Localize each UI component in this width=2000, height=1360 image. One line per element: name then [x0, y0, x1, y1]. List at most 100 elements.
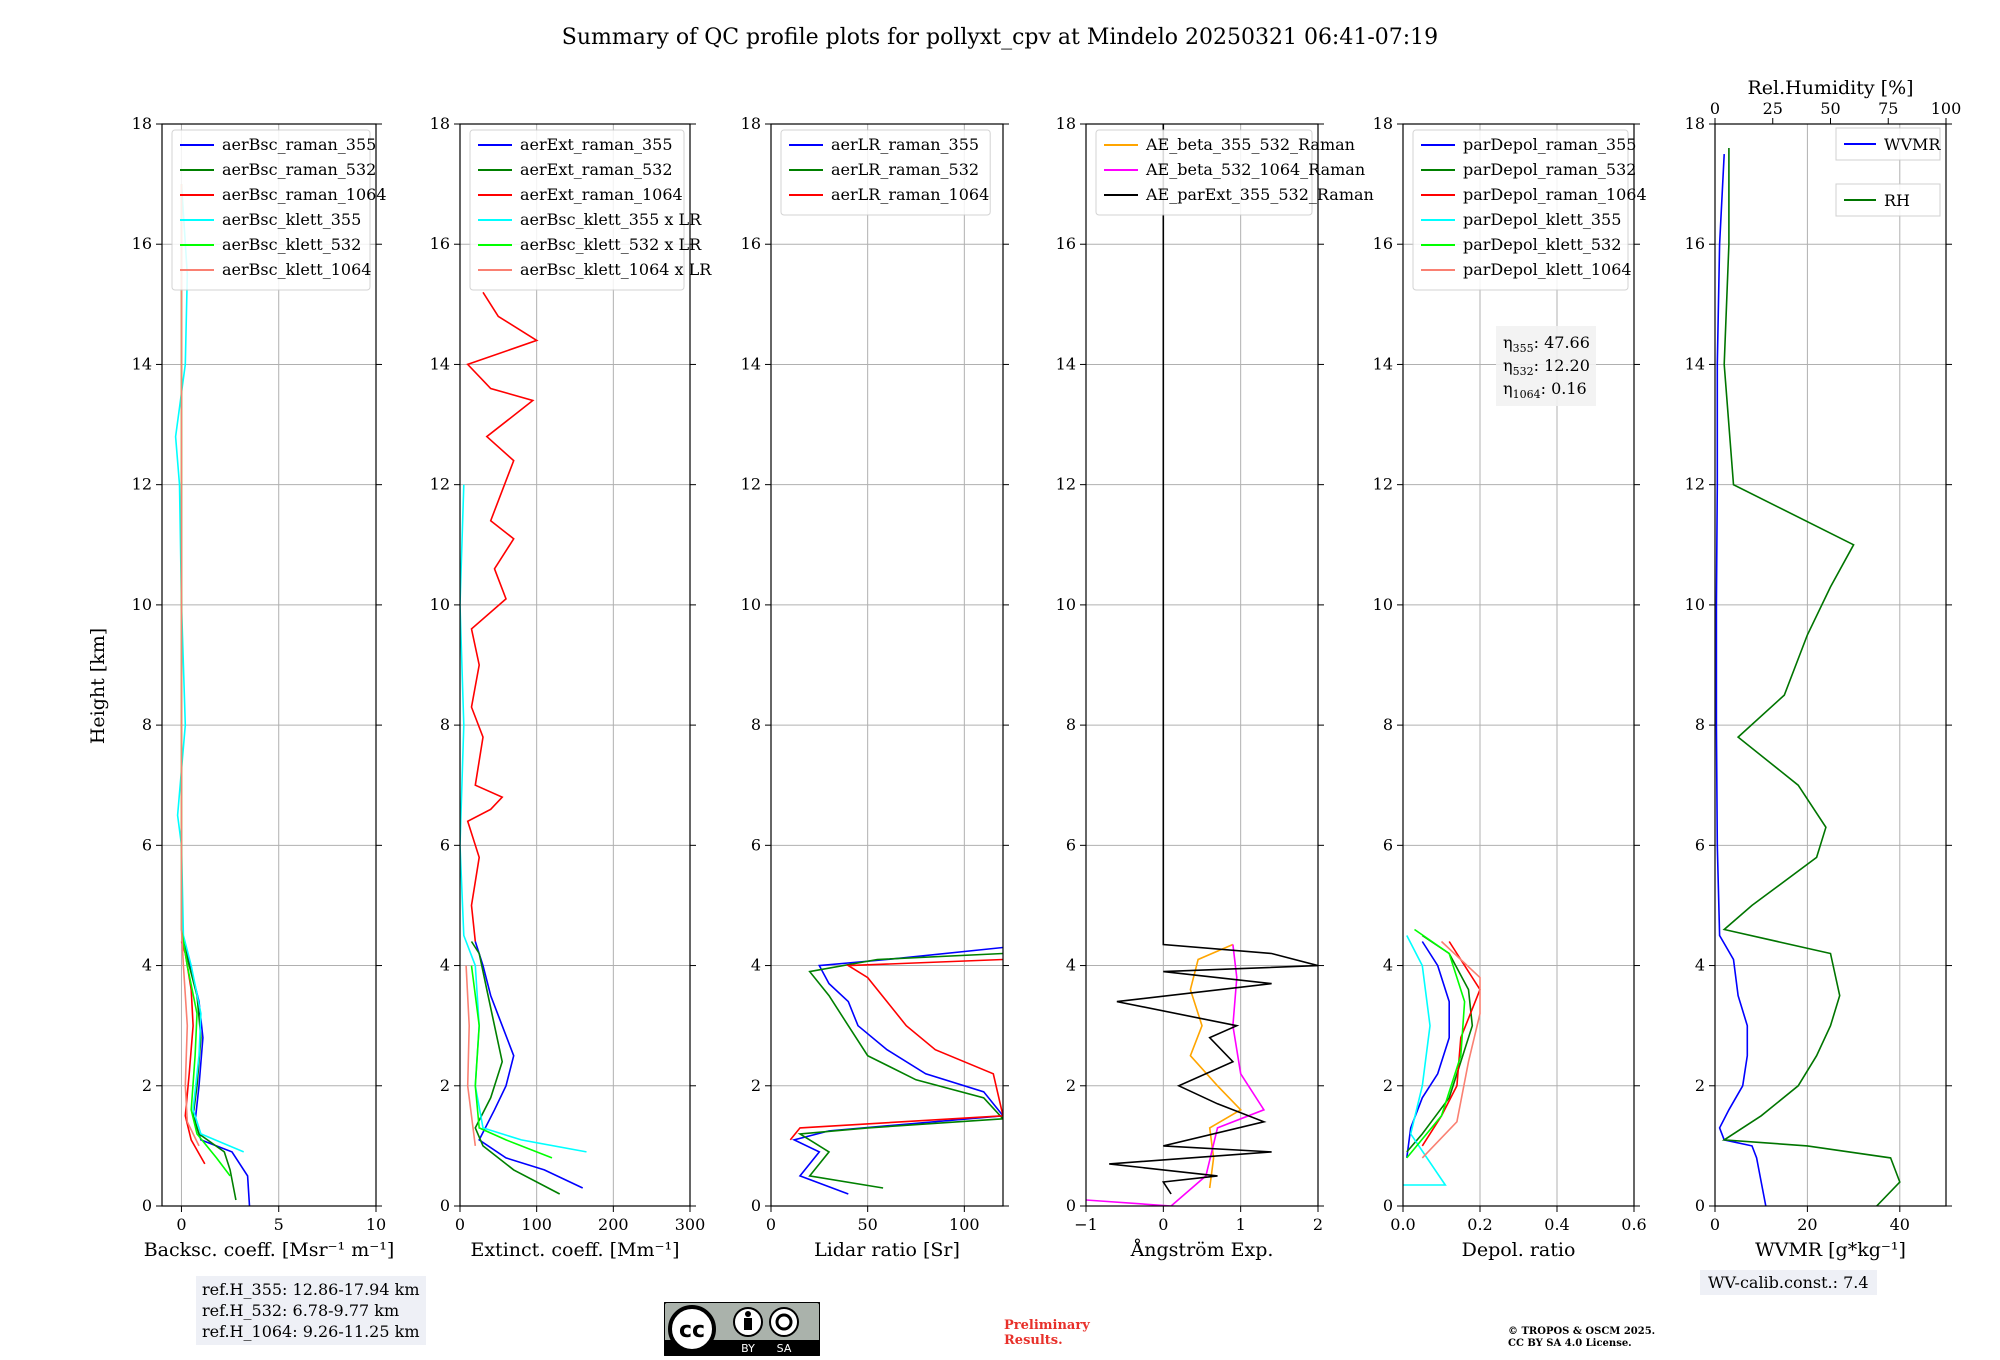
eta-532-value: 12.20 [1544, 356, 1590, 375]
panel-6: 0 20 40 0 2 4 6 8 10 12 14 16 18 WVMR [g*kg⁻¹] 0 25 50 75… [1685, 77, 1962, 1261]
eta-symbol-2: η [1503, 356, 1513, 375]
cc-license-badge: cc BY SA [663, 1301, 821, 1357]
panel-4-ytick-label-7: 14 [1056, 354, 1076, 373]
panel-2-ytick-label-6: 12 [430, 475, 450, 494]
panel-3-series [789, 946, 1003, 1195]
panel-6-top-tick-label-3: 75 [1878, 99, 1898, 118]
panel-4-xtick-label-3: 2 [1313, 1215, 1323, 1234]
panel-3-ytick-label-2: 4 [751, 956, 761, 975]
legend-label-pardepol-klett-355: parDepol_klett_355 [1463, 210, 1621, 229]
panel-5-ytick-label-7: 14 [1373, 354, 1393, 373]
panel-3-ytick-label-9: 18 [741, 114, 761, 133]
panel-4-xtick-label-0: −1 [1074, 1215, 1098, 1234]
panel-6-xtick-label-2: 40 [1890, 1215, 1910, 1234]
panel-6-ytick-label-3: 6 [1695, 835, 1705, 854]
panel-6-ytick-label-2: 4 [1695, 956, 1705, 975]
panel-1-xlabel: Backsc. coeff. [Msr⁻¹ m⁻¹] [144, 1239, 395, 1261]
legend-label-aerbsc-raman-1064: aerBsc_raman_1064 [222, 185, 387, 204]
panel-6-xtick-label-0: 0 [1710, 1215, 1720, 1234]
panel-5-ytick-label-8: 16 [1373, 234, 1393, 253]
panel-3-xtick-label-1: 50 [857, 1215, 877, 1234]
panel-4-series [1086, 124, 1318, 1206]
legend-label-wvmr: WVMR [1884, 135, 1941, 154]
legend-label-aerbsc-klett-1064-x-lr: aerBsc_klett_1064 x LR [520, 260, 712, 279]
panel-2-xtick-label-1: 100 [521, 1215, 552, 1234]
panel-4-ytick-label-0: 0 [1066, 1196, 1076, 1215]
panel-2-ytick-label-4: 8 [440, 715, 450, 734]
series-aerlr-raman-532 [797, 952, 1003, 1189]
panel-5-ytick-label-3: 6 [1383, 835, 1393, 854]
preliminary-note: Preliminary Results. [1004, 1318, 1090, 1348]
panel-4-ytick-label-9: 18 [1056, 114, 1076, 133]
panel-6-ytick-label-6: 12 [1685, 475, 1705, 494]
panel-3: 0 50 100 0 2 4 6 8 10 12 14 16 18 Lidar ratio [Sr] aer… [741, 114, 1009, 1261]
panel-5-ytick-label-4: 8 [1383, 715, 1393, 734]
panel-6-top-tick-label-0: 0 [1710, 99, 1720, 118]
legend-label-pardepol-raman-355: parDepol_raman_355 [1463, 135, 1636, 154]
panel-6-ytick-label-9: 18 [1685, 114, 1705, 133]
panel-1-ytick-label-3: 6 [142, 835, 152, 854]
panel-6-ytick-label-5: 10 [1685, 595, 1705, 614]
eta-532-sub: 532 [1513, 365, 1534, 378]
figure-title: Summary of QC profile plots for pollyxt_… [562, 25, 1438, 50]
panel-1-ytick-label-6: 12 [132, 475, 152, 494]
panel-5-series [1403, 928, 1481, 1186]
series-aerext-raman-532 [470, 941, 561, 1195]
panel-3-ytick-label-3: 6 [751, 835, 761, 854]
series-aerbsc-klett-532-x-lr [470, 965, 553, 1159]
by-label: BY [741, 1342, 755, 1355]
series-aerbsc-klett-1064-x-lr [465, 965, 477, 1147]
panel-3-legend: aerLR_raman_355 aerLR_raman_532 aerLR_rama… [780, 129, 991, 216]
panel-5: 0.0 0.2 0.4 0.6 0 2 4 6 8 10 12 14 16 18 Depol. ratio p… [1373, 114, 1647, 1261]
panel-5-xtick-label-1: 0.2 [1467, 1215, 1492, 1234]
panel-2-ytick-label-1: 2 [440, 1076, 450, 1095]
legend-label-pardepol-raman-532: parDepol_raman_532 [1463, 160, 1636, 179]
copyright-line-1: © TROPOS & OSCM 2025. [1508, 1326, 1656, 1337]
series-rh [1721, 148, 1901, 1206]
panel-5-legend-box [1412, 129, 1629, 291]
panel-2-xtick-label-2: 200 [598, 1215, 629, 1234]
eta-1064-value: 0.16 [1551, 379, 1587, 398]
series-aerlr-raman-355 [791, 946, 1003, 1195]
panel-6-top-tick-label-4: 100 [1931, 99, 1962, 118]
series-ae-beta-355-532-raman [1189, 943, 1242, 1189]
legend-label-aerbsc-raman-532: aerBsc_raman_532 [222, 160, 376, 179]
series-aerbsc-klett-355 [174, 184, 245, 1153]
panel-1-series [174, 184, 251, 1206]
panel-5-legend: parDepol_raman_355 parDepol_raman_532 parD… [1412, 129, 1647, 291]
panel-3-ytick-label-1: 2 [751, 1076, 761, 1095]
panel-2-ytick-label-8: 16 [430, 234, 450, 253]
series-aerbsc-klett-532 [180, 184, 231, 1177]
ref-height-1064: ref.H_1064: 9.26-11.25 km [202, 1322, 420, 1341]
panel-6-legend: WVMR RH [1835, 127, 1941, 217]
legend-label-aerbsc-klett-1064: aerBsc_klett_1064 [222, 260, 371, 279]
panel-3-xlabel: Lidar ratio [Sr] [814, 1239, 960, 1261]
series-pardepol-klett-1064 [1421, 940, 1481, 1159]
panel-2-xlabel: Extinct. coeff. [Mm⁻¹] [470, 1239, 679, 1261]
series-ae-beta-532-1064-raman [1086, 944, 1266, 1206]
legend-label-aerlr-raman-1064: aerLR_raman_1064 [831, 185, 989, 204]
panel-5-ytick-label-0: 0 [1383, 1196, 1393, 1215]
legend-label-aerbsc-klett-532: aerBsc_klett_532 [222, 235, 361, 254]
panel-1-ytick-label-5: 10 [132, 595, 152, 614]
panel-4-ytick-label-1: 2 [1066, 1076, 1076, 1095]
panel-1-ytick-label-4: 8 [142, 715, 152, 734]
panel-4-ytick-label-3: 6 [1066, 835, 1076, 854]
legend-label-aerbsc-klett-532-x-lr: aerBsc_klett_532 x LR [520, 235, 702, 254]
panel-5-ytick-label-2: 4 [1383, 956, 1393, 975]
panel-6-ytick-label-0: 0 [1695, 1196, 1705, 1215]
panel-3-ytick-label-4: 8 [751, 715, 761, 734]
legend-label-pardepol-klett-1064: parDepol_klett_1064 [1463, 260, 1632, 279]
sa-label: SA [777, 1342, 792, 1355]
panel-1-ytick-label-0: 0 [142, 1196, 152, 1215]
panel-3-legend-box [780, 129, 991, 216]
panel-6-ytick-label-4: 8 [1695, 715, 1705, 734]
panel-1-xtick-label-1: 5 [274, 1215, 284, 1234]
panel-2-ytick-label-2: 4 [440, 956, 450, 975]
legend-label-aerext-raman-532: aerExt_raman_532 [520, 160, 673, 179]
panel-6-top-tick-label-1: 25 [1763, 99, 1783, 118]
panel-3-ytick-label-8: 16 [741, 234, 761, 253]
panel-6-top-tick-label-2: 50 [1820, 99, 1840, 118]
